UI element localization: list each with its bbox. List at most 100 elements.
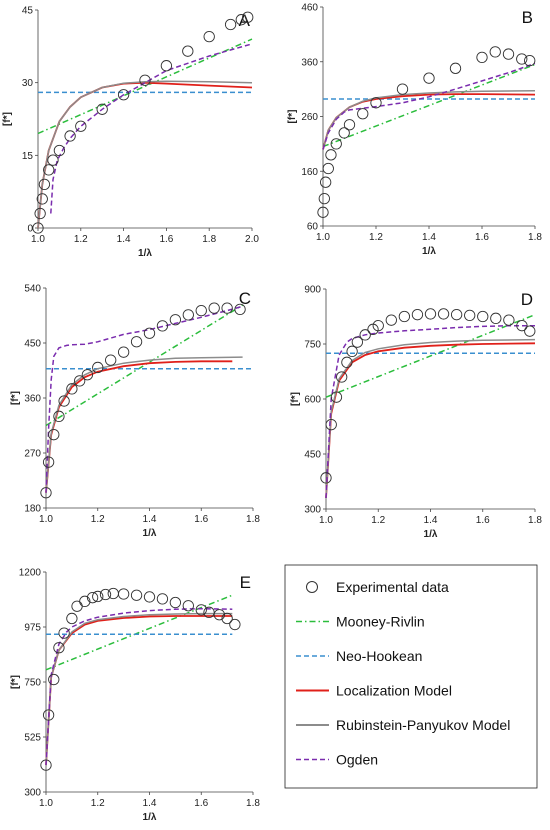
y-tick-label: 975: [24, 623, 41, 634]
y-tick-label: 180: [24, 504, 41, 515]
experimental-point: [130, 589, 143, 601]
y-axis-label: [f*]: [287, 110, 298, 124]
experimental-point: [477, 310, 489, 323]
legend-item: Ogden: [296, 752, 378, 768]
experimental-point: [53, 410, 65, 422]
experimental-point: [71, 600, 83, 612]
x-tick-label: 1.8: [246, 514, 260, 525]
legend-label: Ogden: [336, 752, 378, 768]
series-line-ogden: [325, 324, 535, 499]
panel-b: 1.0 1.2 1.4 1.6 1.8 60 160 260 360 460 1/λ [f*] B: [287, 3, 542, 258]
experimental-point: [325, 419, 337, 431]
series-line-ogden: [322, 62, 536, 150]
experimental-point: [96, 103, 108, 115]
experimental-point: [139, 74, 151, 86]
y-tick-label: 360: [301, 57, 318, 68]
panel-letter: D: [521, 290, 533, 309]
experimental-point: [476, 51, 488, 64]
experimental-point: [92, 361, 104, 374]
y-tick-label: 750: [304, 340, 321, 351]
legend-item: Mooney-Rivlin: [296, 614, 425, 630]
x-tick-label: 1.2: [91, 798, 105, 809]
experimental-point: [330, 138, 342, 150]
y-tick-label: 15: [22, 151, 34, 162]
x-tick-label: 1.6: [194, 798, 208, 809]
experimental-point: [346, 345, 358, 357]
experimental-point: [524, 325, 536, 337]
experimental-point: [319, 176, 332, 188]
experimental-point: [40, 759, 52, 771]
y-tick-label: 270: [24, 449, 41, 460]
experimental-point: [182, 45, 194, 57]
experimental-point: [40, 487, 52, 499]
series-line-localization-model: [45, 360, 233, 493]
x-tick-label: 1.8: [202, 234, 216, 245]
x-tick-label: 1.8: [246, 798, 260, 809]
series-line-ogden: [45, 607, 233, 766]
y-axis-label: [f*]: [2, 112, 13, 126]
experimental-point: [66, 612, 78, 625]
y-tick-label: 300: [304, 505, 321, 516]
experimental-point: [489, 46, 501, 58]
experimental-point: [42, 709, 55, 721]
experimental-point: [182, 309, 194, 321]
series-line-mooney-rivlin: [325, 314, 536, 398]
experimental-point: [117, 588, 130, 600]
x-tick-label: 1.2: [91, 514, 105, 525]
experimental-point: [75, 120, 87, 132]
y-tick-label: 450: [24, 339, 41, 350]
series-line-mooney-rivlin: [45, 594, 233, 671]
experimental-point: [423, 72, 435, 84]
series-line-localization-model: [37, 81, 253, 229]
y-tick-label: 260: [301, 112, 318, 123]
series-line-mooney-rivlin: [37, 38, 253, 135]
experimental-point: [156, 320, 169, 332]
experimental-point: [81, 369, 94, 381]
experimental-point: [221, 612, 233, 625]
x-tick-label: 1.0: [39, 514, 53, 525]
x-tick-label: 1.8: [528, 515, 542, 526]
x-tick-label: 1.6: [475, 232, 489, 243]
experimental-point: [48, 429, 60, 441]
panel-letter: A: [239, 11, 251, 30]
legend-label: Localization Model: [336, 683, 452, 699]
series-line-rubinstein-panyukov-model: [37, 80, 253, 229]
x-axis-label: 1/λ: [143, 812, 157, 823]
y-tick-label: 0: [27, 224, 33, 235]
experimental-point: [53, 144, 66, 157]
experimental-point: [117, 89, 130, 101]
legend-items: Experimental data Mooney-Rivlin Neo-Hookea…: [296, 579, 510, 768]
x-tick-label: 1.6: [194, 514, 208, 525]
x-tick-label: 1.2: [371, 515, 385, 526]
x-axis-label: 1/λ: [138, 248, 152, 259]
legend-box: [284, 564, 538, 789]
experimental-point: [502, 48, 515, 60]
experimental-point: [34, 207, 46, 220]
experimental-point: [105, 354, 117, 366]
x-tick-label: 1.4: [422, 232, 436, 243]
y-tick-label: 60: [307, 222, 319, 233]
panel-e: 1.0 1.2 1.4 1.6 1.8 300 525 750 975 1200 1/λ [f*] E: [10, 568, 260, 824]
legend-item: Experimental data: [306, 579, 449, 595]
x-tick-label: 1.0: [319, 515, 333, 526]
y-tick-label: 900: [304, 285, 321, 296]
experimental-point: [424, 308, 437, 320]
x-tick-label: 1.0: [316, 232, 330, 243]
x-tick-label: 1.0: [31, 234, 45, 245]
legend-label: Rubinstein-Panyukov Model: [336, 717, 510, 733]
y-tick-label: 360: [24, 394, 41, 405]
experimental-point: [322, 162, 334, 175]
experimental-point: [490, 312, 502, 324]
x-tick-label: 1.6: [159, 234, 173, 245]
experimental-point: [359, 329, 371, 341]
experimental-point: [516, 53, 528, 65]
panel-letter: E: [240, 573, 251, 592]
experimental-point: [48, 673, 60, 686]
experimental-point: [325, 149, 337, 161]
y-axis-label: [f*]: [10, 391, 21, 405]
panel-d: 1.0 1.2 1.4 1.6 1.8 300 450 600 750 900 1/λ [f*] D: [290, 285, 542, 541]
panel-c: 1.0 1.2 1.4 1.6 1.8 180 270 360 450 540 1/λ [f*] C: [10, 284, 260, 540]
x-tick-label: 1.4: [117, 234, 131, 245]
legend-marker: [306, 581, 318, 593]
